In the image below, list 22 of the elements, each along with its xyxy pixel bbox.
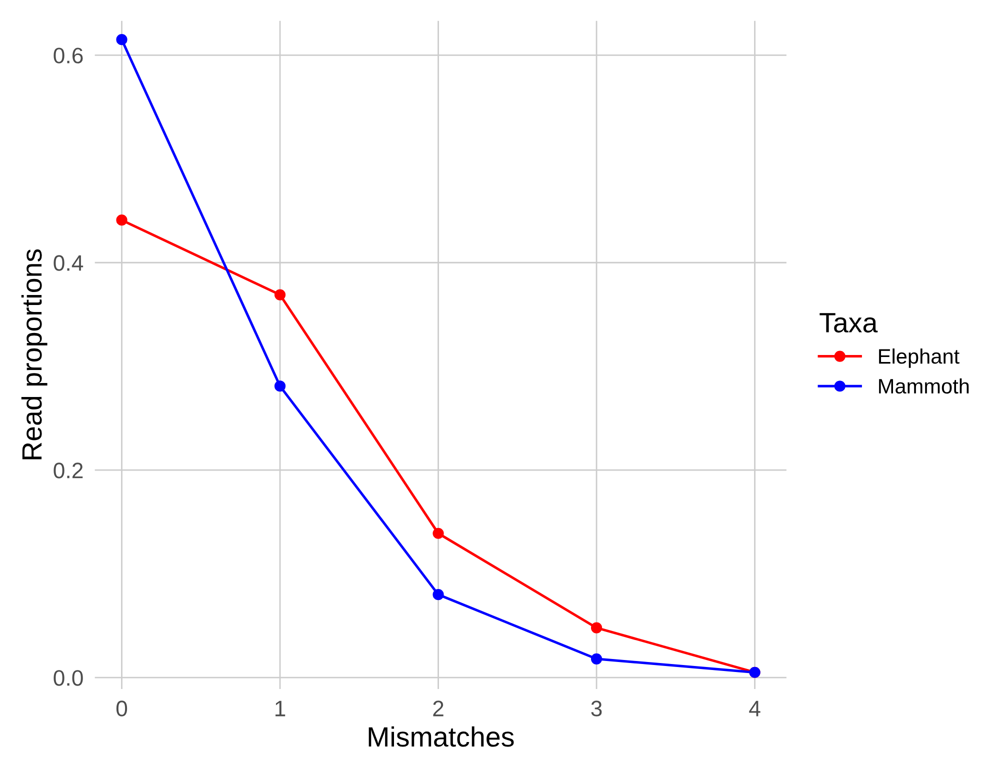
y-axis-title: Read proportions [21,249,48,460]
point [274,289,286,300]
x-axis-title: Mismatches [368,726,514,747]
x-tick-label: 4 [749,700,760,716]
point [274,380,286,392]
point [432,589,444,600]
y-tick-label: 0.4 [54,255,84,271]
y-tick-label: 0.2 [54,462,83,478]
y-tick-label: 0.0 [54,670,83,686]
point [116,214,128,226]
legend-label: Elephant [879,348,960,368]
legend-title: Taxa [820,313,878,333]
legend-label: Mammoth [879,378,969,394]
point [590,653,602,664]
point [432,528,444,539]
y-tick-label: 0.6 [54,48,83,64]
x-tick-label: 3 [591,700,602,716]
x-tick-label: 0 [116,700,128,716]
point [116,34,128,46]
x-tick-label: 2 [433,700,444,716]
x-tick-label: 1 [276,700,286,716]
point [590,622,602,634]
